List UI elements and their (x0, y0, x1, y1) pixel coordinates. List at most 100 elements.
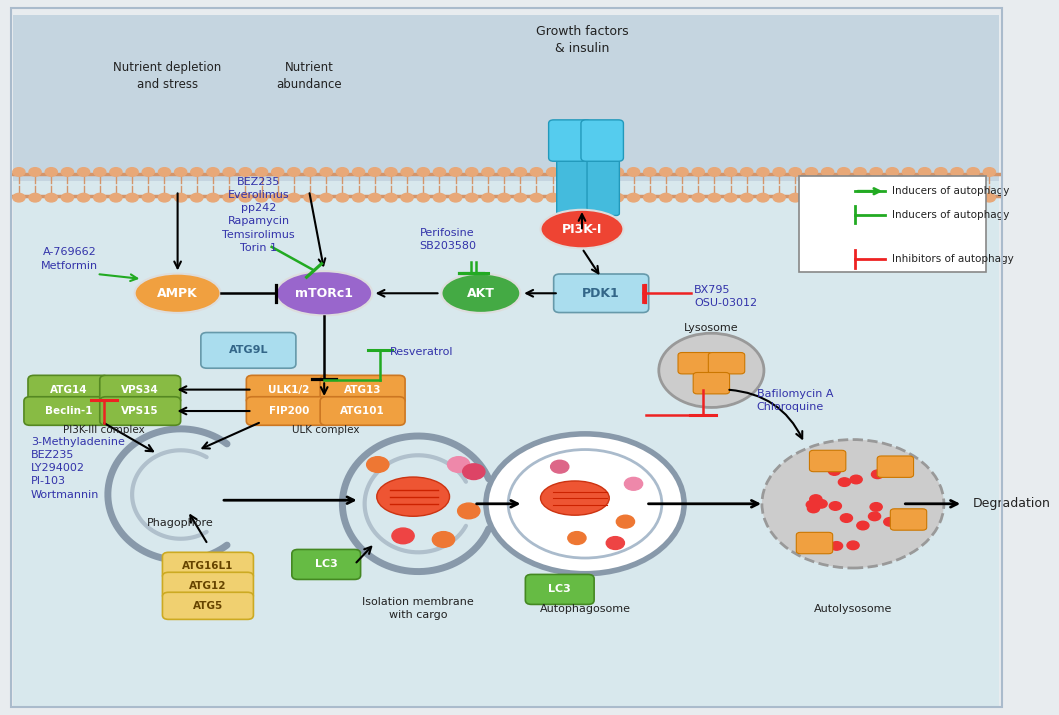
Text: LC3: LC3 (315, 559, 338, 569)
Text: Resveratrol: Resveratrol (390, 347, 453, 357)
Ellipse shape (540, 209, 624, 248)
Text: ATG9L: ATG9L (229, 345, 268, 355)
Circle shape (870, 193, 882, 202)
Circle shape (449, 193, 462, 202)
Circle shape (61, 193, 73, 202)
Text: AKT: AKT (467, 287, 495, 300)
Circle shape (353, 168, 364, 176)
Circle shape (951, 193, 963, 202)
Text: BEZ235
Everolimus
pp242
Rapamycin
Temsirolimus
Torin 1: BEZ235 Everolimus pp242 Rapamycin Temsir… (222, 177, 294, 253)
Circle shape (13, 168, 25, 176)
Circle shape (625, 478, 643, 490)
Circle shape (337, 193, 348, 202)
Circle shape (159, 193, 170, 202)
Circle shape (854, 168, 866, 176)
Circle shape (551, 460, 569, 473)
Circle shape (61, 168, 73, 176)
Circle shape (644, 168, 656, 176)
Circle shape (918, 168, 931, 176)
Circle shape (77, 193, 90, 202)
Circle shape (320, 193, 333, 202)
Circle shape (815, 500, 827, 508)
FancyBboxPatch shape (587, 156, 620, 215)
Circle shape (271, 168, 284, 176)
Circle shape (46, 193, 57, 202)
Text: LC3: LC3 (549, 584, 571, 594)
FancyBboxPatch shape (557, 156, 589, 215)
Text: Lysosome: Lysosome (684, 322, 739, 332)
Circle shape (951, 168, 963, 176)
Circle shape (271, 193, 284, 202)
Circle shape (110, 168, 122, 176)
Circle shape (806, 500, 819, 509)
Ellipse shape (276, 271, 372, 315)
Text: mTORc1: mTORc1 (295, 287, 354, 300)
Circle shape (110, 193, 122, 202)
Circle shape (401, 193, 413, 202)
Circle shape (660, 193, 672, 202)
Circle shape (838, 168, 850, 176)
Circle shape (159, 168, 170, 176)
FancyBboxPatch shape (24, 397, 113, 425)
FancyBboxPatch shape (549, 120, 591, 162)
Text: ATG14: ATG14 (50, 385, 87, 395)
Circle shape (829, 502, 842, 511)
Circle shape (810, 495, 822, 503)
FancyBboxPatch shape (162, 552, 253, 579)
Text: Perifosine
SB203580: Perifosine SB203580 (419, 228, 477, 252)
Circle shape (724, 193, 737, 202)
FancyBboxPatch shape (13, 15, 1000, 181)
Circle shape (337, 168, 348, 176)
Circle shape (288, 168, 300, 176)
Text: VPS15: VPS15 (122, 406, 159, 416)
FancyBboxPatch shape (809, 450, 846, 472)
Circle shape (984, 193, 995, 202)
FancyBboxPatch shape (877, 456, 914, 478)
Text: Phagophore: Phagophore (147, 518, 214, 528)
Text: BX795
OSU-03012: BX795 OSU-03012 (695, 285, 757, 308)
Circle shape (850, 475, 862, 484)
FancyBboxPatch shape (678, 352, 715, 374)
Text: Growth factors
& insulin: Growth factors & insulin (536, 25, 628, 55)
Circle shape (46, 168, 57, 176)
Circle shape (482, 168, 495, 176)
FancyBboxPatch shape (28, 375, 109, 404)
Circle shape (659, 333, 764, 408)
Circle shape (392, 528, 414, 543)
Circle shape (822, 168, 833, 176)
FancyBboxPatch shape (162, 572, 253, 599)
Circle shape (967, 193, 980, 202)
Text: Degradation: Degradation (973, 498, 1052, 511)
Text: ULK1/2: ULK1/2 (268, 385, 309, 395)
Circle shape (562, 193, 575, 202)
Text: Autolysosome: Autolysosome (813, 603, 892, 613)
Text: ATG16L1: ATG16L1 (182, 561, 234, 571)
Circle shape (369, 168, 381, 176)
Circle shape (29, 193, 41, 202)
Circle shape (870, 168, 882, 176)
Circle shape (839, 478, 850, 486)
Circle shape (448, 457, 470, 473)
Circle shape (486, 434, 684, 573)
Text: Inducers of autophagy: Inducers of autophagy (893, 186, 1009, 196)
Circle shape (515, 193, 526, 202)
Text: PI3K-I: PI3K-I (561, 222, 603, 235)
FancyBboxPatch shape (320, 397, 405, 425)
Text: PDK1: PDK1 (582, 287, 621, 300)
Circle shape (255, 168, 268, 176)
Circle shape (515, 168, 526, 176)
Circle shape (126, 193, 138, 202)
Circle shape (918, 193, 931, 202)
FancyBboxPatch shape (581, 120, 624, 162)
Circle shape (449, 168, 462, 176)
Circle shape (546, 193, 559, 202)
Circle shape (482, 193, 495, 202)
FancyBboxPatch shape (247, 397, 331, 425)
Text: Nutrient
abundance: Nutrient abundance (276, 61, 342, 91)
FancyBboxPatch shape (694, 373, 730, 394)
Ellipse shape (134, 274, 220, 313)
Circle shape (828, 467, 841, 475)
FancyBboxPatch shape (100, 397, 181, 425)
Circle shape (886, 168, 898, 176)
Circle shape (255, 193, 268, 202)
